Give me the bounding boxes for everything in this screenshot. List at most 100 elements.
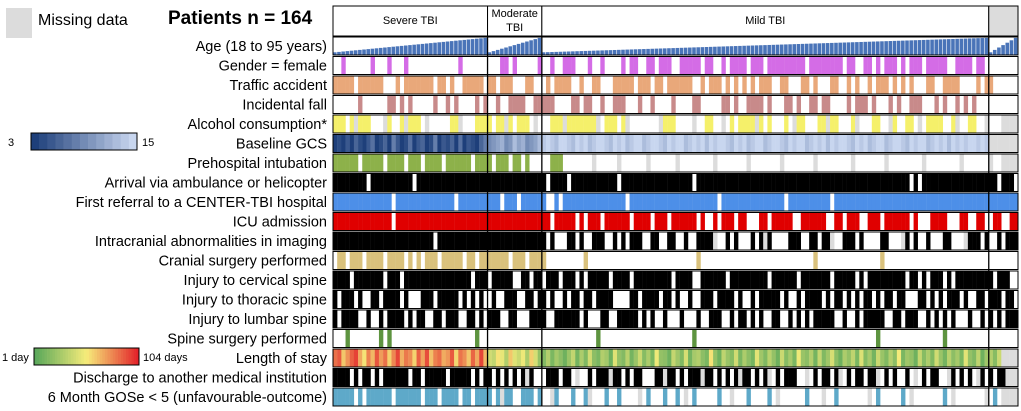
cell-gcs	[901, 134, 906, 153]
age-bar	[617, 49, 621, 55]
los-scale-swatch	[47, 348, 51, 365]
cell-discharge	[871, 368, 877, 387]
cell-imaging	[504, 232, 509, 250]
cell-fall	[520, 95, 526, 114]
cell-intubation	[353, 154, 359, 172]
cell-cervical	[391, 271, 396, 289]
cell-gender	[767, 56, 772, 75]
cell-gender	[938, 56, 944, 75]
cell-fall	[516, 95, 522, 114]
cell-icu	[742, 212, 747, 231]
cell-gcs	[867, 134, 873, 153]
cell-imaging	[704, 232, 710, 250]
cell-thoracic	[838, 290, 843, 309]
cell-cervical	[675, 271, 680, 289]
cell-los	[859, 349, 864, 367]
cell-los	[571, 349, 576, 367]
cell-icu	[738, 212, 743, 231]
age-bar	[575, 51, 579, 55]
cell-los	[871, 349, 877, 367]
gcs-scale-swatch	[96, 133, 105, 150]
cell-cervical	[892, 271, 898, 289]
cell-lumbar	[600, 310, 605, 328]
cell-cervical	[946, 271, 952, 289]
cell-cervical	[429, 271, 434, 289]
cell-los	[424, 349, 430, 367]
cell-alcohol-missing	[404, 115, 409, 133]
cell-imaging	[579, 232, 584, 250]
cell-ambulance	[675, 173, 680, 192]
cell-icu	[662, 212, 668, 231]
cell-cranial	[454, 251, 459, 270]
cell-los	[658, 349, 664, 367]
cell-thoracic	[646, 290, 651, 309]
cell-imaging	[445, 232, 451, 250]
cell-ambulance	[980, 173, 985, 192]
cell-fall	[725, 95, 730, 114]
cell-gender	[696, 56, 701, 75]
cell-alcohol-missing	[955, 115, 960, 133]
row-label-cervical: Injury to cervical spine	[184, 273, 327, 289]
cell-cervical	[341, 271, 346, 289]
cell-imaging	[846, 232, 852, 250]
cell-cervical	[667, 271, 672, 289]
age-bar	[834, 42, 838, 55]
cell-gose	[374, 388, 380, 406]
age-bar	[733, 46, 738, 55]
cell-ambulance	[612, 173, 618, 192]
cell-cervical	[658, 271, 664, 289]
cell-discharge-missing	[946, 368, 952, 387]
cell-imaging	[671, 232, 676, 250]
cell-icu	[688, 212, 693, 231]
row-label-lumbar: Injury to lumbar spine	[188, 312, 327, 328]
cell-referral	[1009, 193, 1015, 211]
cell-discharge	[775, 368, 781, 387]
age-bar	[967, 38, 972, 55]
cell-gose	[483, 388, 488, 406]
cell-cervical	[491, 271, 497, 289]
cell-imaging	[391, 232, 396, 250]
cell-los	[700, 349, 705, 367]
cell-ambulance	[825, 173, 831, 192]
gcs-scale-min-label: 3	[8, 137, 14, 149]
cell-referral	[366, 193, 371, 211]
cell-alcohol	[784, 115, 789, 133]
cell-gcs	[495, 134, 501, 153]
cell-ambulance	[938, 173, 944, 192]
cell-los	[938, 349, 944, 367]
cell-referral	[466, 193, 472, 211]
cell-lumbar	[333, 310, 338, 328]
cell-referral	[491, 193, 497, 211]
age-bar	[366, 49, 370, 55]
cell-fall	[571, 95, 576, 114]
cell-gender	[788, 56, 793, 75]
cell-ambulance	[813, 173, 818, 192]
cell-gcs	[520, 134, 526, 153]
cell-thoracic	[349, 290, 355, 309]
cell-fall	[733, 95, 739, 114]
cell-icu	[934, 212, 939, 231]
cell-ambulance	[984, 173, 989, 192]
cell-ambulance	[951, 173, 956, 192]
cell-gcs	[370, 134, 375, 153]
gcs-scale-swatch	[55, 133, 64, 150]
cell-intubation-missing	[779, 154, 785, 172]
cell-icu	[479, 212, 484, 231]
cell-gcs	[512, 134, 517, 153]
cell-discharge	[362, 368, 367, 387]
cell-intubation-missing	[921, 154, 927, 172]
los-scale-swatch	[120, 348, 124, 365]
cell-los	[625, 349, 630, 367]
cell-los	[692, 349, 697, 367]
cell-cervical	[955, 271, 960, 289]
cell-referral	[984, 193, 989, 211]
cell-alcohol-missing	[721, 115, 726, 133]
cell-fall	[746, 95, 751, 114]
cell-intubation	[462, 154, 467, 172]
cell-ambulance	[454, 173, 459, 192]
cell-fall	[445, 95, 451, 114]
cell-gose	[466, 388, 472, 406]
cell-imaging	[462, 232, 467, 250]
cell-gcs	[399, 134, 405, 153]
cell-los	[1005, 349, 1010, 367]
